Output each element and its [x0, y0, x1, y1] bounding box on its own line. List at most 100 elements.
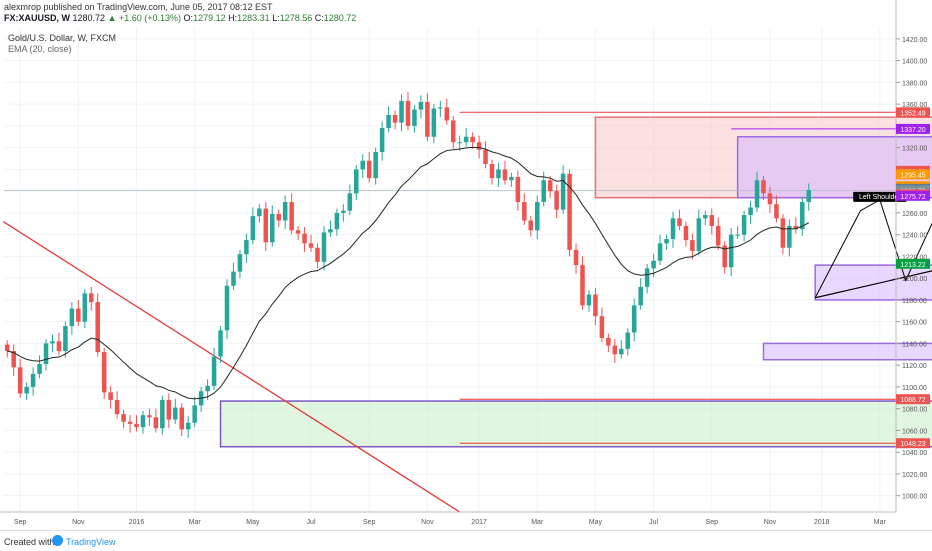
candle-body: [580, 265, 585, 306]
candle-body: [224, 285, 230, 331]
candle-body: [269, 213, 275, 243]
y-tick-label: 1240.00: [902, 233, 927, 240]
candle-body: [690, 240, 695, 251]
candle-body: [657, 243, 663, 261]
close-value: 1280.72: [323, 13, 357, 23]
candle-body: [748, 207, 753, 216]
candle-body: [185, 422, 191, 430]
candle-body: [593, 294, 598, 317]
green-zone: [219, 400, 932, 448]
candle-body: [341, 210, 346, 213]
candle-body: [282, 202, 288, 221]
y-tick-label: 1400.00: [902, 59, 927, 66]
candle-body: [366, 160, 372, 179]
candle-body: [257, 208, 262, 217]
candle-body: [573, 249, 579, 266]
candle-body: [664, 239, 669, 244]
time-axis[interactable]: Sep Nov 2016 Mar May Jul Sep Nov 2017 Mar May Jul Se…: [0, 511, 896, 526]
created-with-label: Created with: [4, 537, 55, 547]
price-label-box: [896, 394, 930, 405]
candle-body: [567, 173, 572, 250]
annotation-text: Left Shoulder: [859, 194, 901, 201]
candle-body: [489, 163, 495, 179]
candle-body: [114, 399, 120, 415]
x-tick-label: Mar: [531, 519, 544, 526]
candle-body: [560, 173, 566, 210]
price-axis[interactable]: 1000.00 1020.00 1040.00 1060.00 1080.00 1100.…: [895, 0, 930, 512]
candle-body: [677, 218, 682, 226]
x-tick-label: 2017: [471, 519, 487, 526]
high-label: H:: [228, 13, 238, 23]
candle-body: [37, 364, 42, 374]
candle-body: [386, 115, 391, 129]
candle-body: [63, 326, 68, 352]
y-tick-label: 1080.00: [902, 407, 927, 414]
candle-body: [211, 356, 217, 386]
candle-body: [496, 169, 501, 179]
candle-body: [483, 149, 488, 164]
x-tick-label: May: [246, 519, 260, 526]
candle-body: [476, 142, 482, 150]
downtrend-line: [2, 221, 461, 513]
candle-body: [95, 302, 100, 353]
candle-body: [722, 245, 727, 268]
candle-body: [69, 308, 75, 327]
candle-body: [101, 352, 107, 393]
candle-body: [218, 330, 223, 357]
x-tick-label: May: [589, 519, 603, 526]
low-label: L:: [272, 13, 280, 23]
pattern-layer: [814, 199, 932, 298]
price-label: 1352.49: [900, 110, 925, 117]
candle-body: [612, 345, 618, 355]
candle-body: [806, 190, 812, 203]
candle-body: [554, 191, 559, 210]
candles-layer: [4, 92, 812, 439]
candle-body: [108, 392, 113, 400]
candle-body: [438, 107, 443, 109]
x-tick-label: Nov: [764, 519, 777, 526]
candle-body: [715, 225, 721, 246]
candle-body: [56, 341, 62, 352]
candle-body: [153, 417, 159, 429]
candle-body: [30, 373, 36, 387]
y-tick-label: 1360.00: [902, 102, 927, 109]
x-tick-label: Sep: [363, 519, 376, 526]
candle-body: [787, 225, 792, 248]
candle-body: [82, 293, 88, 322]
price-label: 1088.72: [900, 397, 925, 404]
candle-body: [599, 316, 605, 338]
price-label: 1337.20: [900, 127, 925, 134]
candle-body: [399, 100, 404, 123]
price-label-box: [896, 190, 930, 201]
price-label-box: [896, 258, 930, 269]
candle-body: [192, 405, 197, 423]
x-tick-label: Nov: [72, 519, 85, 526]
candle-body: [741, 215, 747, 235]
price-chart[interactable]: HeadLeft ShoulderRight ShoulderStop: 16.…: [0, 0, 932, 530]
x-tick-label: Mar: [189, 519, 202, 526]
candle-body: [334, 212, 340, 230]
candle-body: [11, 351, 16, 368]
tradingview-brand[interactable]: TradingView: [66, 537, 116, 547]
candle-body: [670, 218, 676, 240]
candle-body: [244, 240, 249, 255]
x-tick-label: 2016: [129, 519, 145, 526]
x-tick-label: Sep: [14, 519, 27, 526]
price-change: ▲ +1.60 (+0.13%): [107, 13, 182, 23]
annotations-layer: HeadLeft ShoulderRight ShoulderStop: 16.…: [853, 191, 907, 202]
candle-body: [761, 180, 766, 194]
candle-body: [631, 305, 637, 333]
uptrend-line: [815, 270, 932, 299]
candle-body: [147, 415, 152, 418]
hs-pattern-line: [814, 199, 932, 298]
candle-body: [450, 120, 456, 143]
candle-body: [638, 286, 643, 306]
y-tick-label: 1380.00: [902, 80, 927, 87]
x-tick-label: Mar: [874, 519, 887, 526]
candle-body: [50, 341, 55, 344]
y-tick-label: 1180.00: [902, 298, 927, 305]
candle-body: [231, 271, 236, 286]
candle-body: [4, 344, 10, 352]
candle-body: [412, 109, 417, 126]
candle-body: [263, 208, 269, 243]
